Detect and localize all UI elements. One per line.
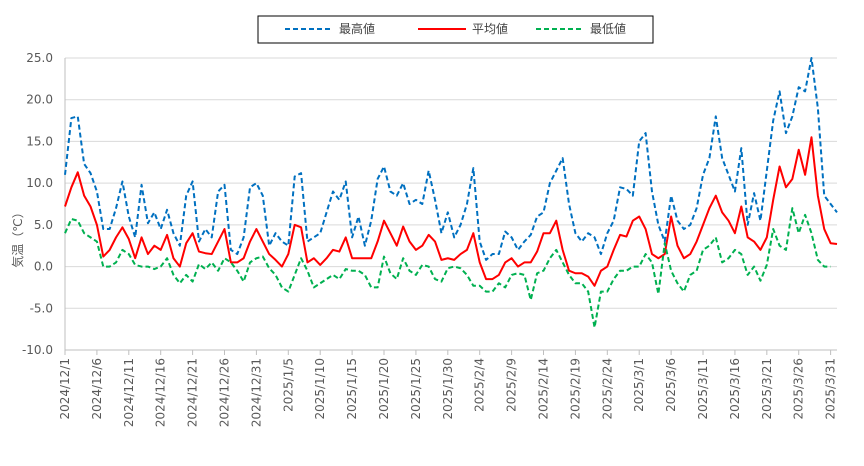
legend-label: 最低値 — [590, 21, 626, 36]
x-tick-label: 2025/1/15 — [345, 358, 359, 420]
gridlines — [65, 57, 837, 351]
y-tick-label: 5.0 — [34, 218, 53, 232]
x-tick-label: 2024/12/16 — [154, 358, 168, 427]
legend-label: 平均値 — [472, 21, 508, 36]
x-tick-label: 2025/2/9 — [505, 358, 519, 412]
y-tick-label: 25.0 — [26, 51, 53, 65]
legend-label: 最高値 — [339, 21, 375, 36]
y-tick-label: 0.0 — [34, 260, 53, 274]
y-tick-label: 10.0 — [26, 176, 53, 190]
x-tick-label: 2025/1/5 — [281, 358, 295, 412]
x-tick-label: 2025/1/30 — [441, 358, 455, 420]
series-lines — [64, 57, 838, 329]
x-tick-label: 2025/2/24 — [600, 358, 614, 420]
y-tick-label: 15.0 — [26, 134, 53, 148]
x-tick-label: 2024/12/1 — [58, 358, 72, 420]
x-tick-label: 2024/12/11 — [122, 358, 136, 427]
x-tick-label: 2024/12/31 — [249, 358, 263, 427]
x-tick-label: 2025/3/11 — [696, 358, 710, 420]
y-tick-label: 20.0 — [26, 93, 53, 107]
x-tick-label: 2025/1/20 — [377, 358, 391, 420]
series-line-3 — [64, 207, 831, 329]
x-tick-label: 2025/3/26 — [792, 358, 806, 420]
x-tick-label: 2024/12/21 — [186, 358, 200, 427]
y-axis-title: 気温（℃） — [10, 206, 25, 267]
x-tick-label: 2025/1/10 — [313, 358, 327, 420]
x-tick-label: 2025/1/25 — [409, 358, 423, 420]
x-tick-label: 2024/12/26 — [218, 358, 232, 427]
x-tick-label: 2025/2/14 — [537, 358, 551, 420]
x-tick-label: 2025/3/31 — [824, 358, 838, 420]
x-tick-label: 2025/3/1 — [632, 358, 646, 412]
x-tick-label: 2025/3/6 — [664, 358, 678, 412]
x-tick-label: 2024/12/6 — [90, 358, 104, 420]
y-tick-labels: 25.0 20.0 15.0 10.0 5.0 0.0 -5.0 -10.0 — [22, 51, 53, 357]
x-tick-label: 2025/2/4 — [473, 358, 487, 412]
series-line-1 — [64, 57, 838, 261]
legend: 最高値 平均値 最低値 — [257, 15, 654, 44]
x-tick-label: 2025/2/19 — [568, 358, 582, 420]
y-tick-label: -10.0 — [22, 343, 53, 357]
x-tick-label: 2025/3/16 — [728, 358, 742, 420]
y-tick-label: -5.0 — [30, 301, 53, 315]
axes — [64, 58, 837, 355]
x-tick-labels: 2024/12/1 2024/12/6 2024/12/11 2024/12/16 20… — [58, 358, 838, 427]
series-line-2 — [64, 136, 838, 287]
x-tick-label: 2025/3/21 — [760, 358, 774, 420]
